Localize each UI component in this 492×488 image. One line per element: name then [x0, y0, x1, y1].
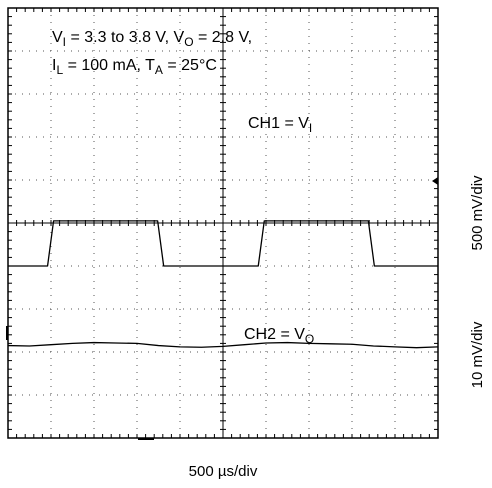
ta-symbol: T — [145, 57, 155, 74]
ch1-scale-label: 500 mV/div — [469, 175, 486, 251]
test-conditions-line1: VI = 3.3 to 3.8 V, VO = 2.8 V, — [52, 29, 252, 49]
trace-layer — [7, 220, 439, 349]
ta-value: = 25°C — [163, 57, 217, 74]
vo-symbol: V — [174, 29, 185, 46]
vi-range: = 3.3 to 3.8 V, — [66, 29, 174, 46]
vi-subscript: I — [63, 35, 66, 49]
il-value: = 100 mA, — [63, 57, 145, 74]
vo-subscript: O — [184, 35, 193, 49]
il-symbol: I — [52, 57, 56, 74]
ch2-label: CH2 = VO — [244, 326, 314, 346]
il-subscript: L — [56, 63, 63, 77]
ch2-trace — [7, 341, 439, 349]
ch1-trace — [8, 220, 438, 267]
scope-graticule — [7, 7, 439, 439]
ch2-ground-marker-icon — [6, 326, 8, 340]
ch1-label: CH1 = VI — [248, 115, 312, 135]
ch1-reference-arrow-icon — [432, 177, 438, 185]
ch2-scale-label: 10 mV/div — [469, 321, 486, 388]
x-axis-label: 500 µs/div — [189, 463, 258, 480]
ch1-label-subscript: I — [309, 121, 312, 135]
vi-symbol: V — [52, 29, 63, 46]
ch2-label-subscript: O — [305, 332, 314, 346]
test-conditions-line2: IL = 100 mA, TA = 25°C — [52, 57, 217, 77]
ta-subscript: A — [155, 63, 163, 77]
ch2-label-prefix: CH2 = V — [244, 326, 305, 343]
vo-value: = 2.8 V, — [194, 29, 253, 46]
ch1-label-prefix: CH1 = V — [248, 115, 309, 132]
trigger-position-marker-icon — [138, 438, 154, 440]
